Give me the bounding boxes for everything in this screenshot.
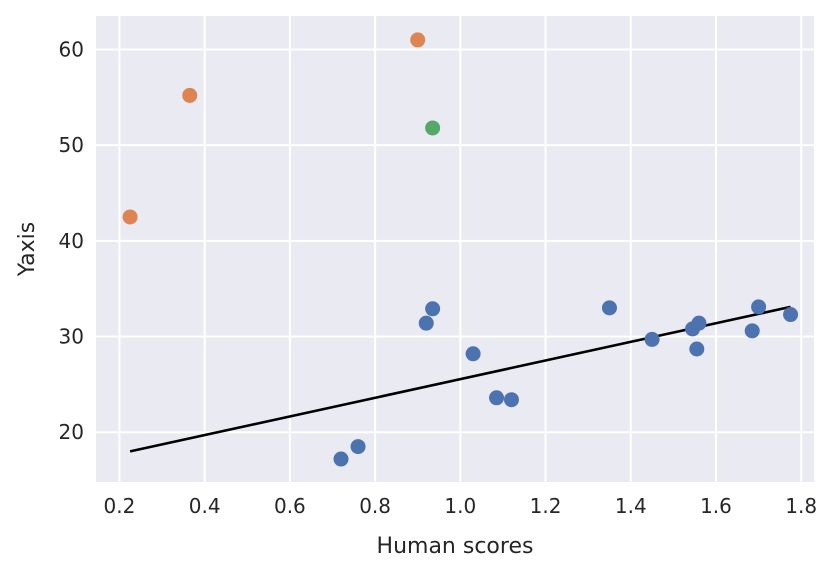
plot-background [96, 16, 814, 482]
x-tick-label: 1.0 [444, 494, 476, 518]
x-tick-label: 0.4 [189, 494, 221, 518]
scatter-point [691, 315, 707, 331]
trend-line [129, 305, 791, 453]
scatter-point [350, 439, 366, 455]
y-tick-label: 40 [59, 229, 84, 253]
x-tick-label: 0.8 [359, 494, 391, 518]
scatter-point [689, 341, 705, 357]
x-tick-label: 1.8 [785, 494, 817, 518]
x-axis-title: Human scores [377, 534, 534, 559]
scatter-point [182, 87, 198, 103]
y-tick-labels: 20 30 40 50 60 [59, 37, 84, 444]
scatter-point [601, 300, 617, 316]
scatter-point [333, 451, 349, 467]
scatter-point [503, 392, 519, 408]
grid-lines [96, 16, 814, 482]
scatter-point [644, 331, 660, 347]
x-tick-label: 1.2 [530, 494, 562, 518]
y-axis-title: Yaxis [15, 222, 40, 277]
y-tick-label: 20 [59, 420, 84, 444]
data-points [122, 32, 799, 467]
scatter-point [410, 32, 426, 48]
y-tick-label: 60 [59, 37, 84, 61]
scatter-point [744, 323, 760, 339]
x-tick-label: 0.6 [274, 494, 306, 518]
scatter-point [418, 315, 434, 331]
y-tick-label: 30 [59, 325, 84, 349]
scatter-point [783, 307, 799, 323]
x-tick-labels: 0.2 0.4 0.6 0.8 1.0 1.2 1.4 1.6 1.8 [104, 494, 818, 518]
x-tick-label: 1.4 [615, 494, 647, 518]
scatter-point [751, 299, 767, 315]
y-tick-label: 50 [59, 133, 84, 157]
scatter-point [425, 120, 441, 136]
x-tick-label: 1.6 [700, 494, 732, 518]
x-tick-label: 0.2 [104, 494, 136, 518]
scatter-point [465, 346, 481, 362]
scatter-point [489, 390, 505, 406]
trend-line-group [129, 305, 791, 453]
scatter-point [122, 209, 138, 225]
scatter-point [425, 301, 441, 317]
